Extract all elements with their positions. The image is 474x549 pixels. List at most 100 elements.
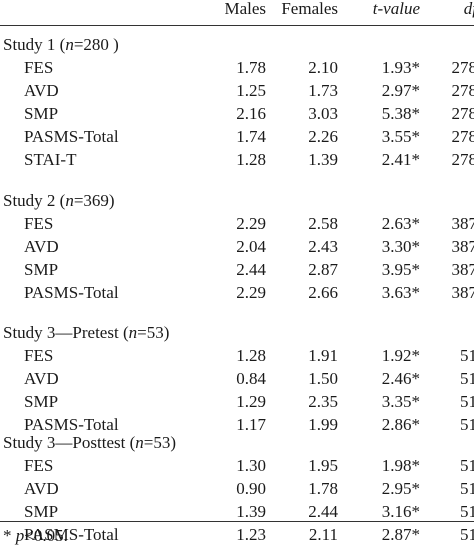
- cell-t-value: 1.92*: [381, 345, 420, 365]
- section-title-prefix: Study 2 (: [3, 191, 66, 210]
- cell-females: 1.50: [308, 368, 338, 388]
- section-title-suffix: =369): [73, 191, 115, 210]
- cell-females: 2.10: [308, 57, 338, 77]
- cell-females: 2.44: [308, 501, 338, 521]
- row-label: FES: [24, 455, 54, 475]
- cell-males: 1.28: [236, 345, 266, 365]
- footnote: * p<0.05.: [3, 526, 68, 546]
- cell-df: 387: [451, 259, 474, 279]
- table-row: AVD 2.04 2.43 3.30* 387: [0, 235, 474, 258]
- table-row: PASMS-Total 1.17 1.99 2.86* 51: [0, 413, 474, 436]
- row-label: PASMS-Total: [24, 524, 119, 544]
- cell-t-value: 3.63*: [381, 282, 420, 302]
- table-row: SMP 2.16 3.03 5.38* 278: [0, 102, 474, 125]
- cell-females: 2.11: [308, 524, 338, 544]
- cell-males: 2.29: [236, 282, 266, 302]
- row-label: AVD: [24, 478, 59, 498]
- section-n-label: n: [128, 323, 138, 342]
- cell-males: 1.74: [236, 126, 266, 146]
- footnote-p: p: [15, 526, 25, 545]
- cell-t-value: 3.95*: [381, 259, 420, 279]
- cell-df: 51: [460, 524, 474, 544]
- cell-df: 51: [460, 391, 474, 411]
- table-row: PASMS-Total 2.29 2.66 3.63* 387: [0, 281, 474, 304]
- footnote-text: <0.05.: [24, 526, 68, 545]
- cell-df: 387: [451, 236, 474, 256]
- cell-df: 278: [451, 149, 474, 169]
- row-label: PASMS-Total: [24, 282, 119, 302]
- section-title-suffix: =53): [143, 433, 176, 452]
- table-row: PASMS-Total 1.23 2.11 2.87* 51: [0, 523, 474, 546]
- row-label: FES: [24, 213, 54, 233]
- row-label: SMP: [24, 391, 59, 411]
- table-row: FES 1.28 1.91 1.92* 51: [0, 344, 474, 367]
- cell-males: 1.28: [236, 149, 266, 169]
- row-label: STAI-T: [24, 149, 77, 169]
- table-row: FES 1.78 2.10 1.93* 278: [0, 56, 474, 79]
- row-label: FES: [24, 345, 54, 365]
- cell-df: 51: [460, 478, 474, 498]
- section-heading: Study 2 (n=369): [0, 189, 474, 212]
- cell-females: 2.26: [308, 126, 338, 146]
- header-t-value: t-value: [372, 0, 420, 18]
- cell-females: 2.35: [308, 391, 338, 411]
- cell-t-value: 2.97*: [381, 80, 420, 100]
- section-title-prefix: Study 3—Pretest (: [3, 323, 129, 342]
- cell-df: 278: [451, 126, 474, 146]
- table-row: AVD 0.90 1.78 2.95* 51: [0, 477, 474, 500]
- header-rule: [0, 25, 474, 26]
- cell-females: 1.99: [308, 414, 338, 434]
- cell-df: 387: [451, 282, 474, 302]
- cell-df: 51: [460, 501, 474, 521]
- table-row: PASMS-Total 1.74 2.26 3.55* 278: [0, 125, 474, 148]
- cell-females: 1.39: [308, 149, 338, 169]
- section-title-suffix: =53): [137, 323, 170, 342]
- cell-t-value: 2.87*: [381, 524, 420, 544]
- section-heading: Study 3—Posttest (n=53): [0, 431, 474, 454]
- cell-females: 3.03: [308, 103, 338, 123]
- cell-df: 278: [451, 57, 474, 77]
- header-males: Males: [224, 0, 266, 18]
- cell-t-value: 2.86*: [381, 414, 420, 434]
- row-label: FES: [24, 57, 54, 77]
- cell-males: 1.25: [236, 80, 266, 100]
- cell-females: 2.87: [308, 259, 338, 279]
- table-row: FES 1.30 1.95 1.98* 51: [0, 454, 474, 477]
- table-row: AVD 1.25 1.73 2.97* 278: [0, 79, 474, 102]
- cell-males: 0.90: [236, 478, 266, 498]
- cell-females: 1.91: [308, 345, 338, 365]
- row-label: SMP: [24, 501, 59, 521]
- cell-t-value: 3.16*: [381, 501, 420, 521]
- cell-df: 278: [451, 80, 474, 100]
- cell-females: 1.78: [308, 478, 338, 498]
- row-label: PASMS-Total: [24, 414, 119, 434]
- cell-males: 2.04: [236, 236, 266, 256]
- footnote-star: *: [3, 526, 12, 545]
- cell-t-value: 5.38*: [381, 103, 420, 123]
- section-title: Study 2 (n=369): [3, 189, 115, 212]
- cell-t-value: 3.55*: [381, 126, 420, 146]
- section-heading: Study 1 (n=280 ): [0, 33, 474, 56]
- cell-df: 51: [460, 345, 474, 365]
- cell-males: 0.84: [236, 368, 266, 388]
- cell-t-value: 2.95*: [381, 478, 420, 498]
- cell-males: 1.30: [236, 455, 266, 475]
- cell-males: 2.29: [236, 213, 266, 233]
- cell-males: 2.44: [236, 259, 266, 279]
- cell-males: 1.17: [236, 414, 266, 434]
- cell-females: 1.73: [308, 80, 338, 100]
- row-label: AVD: [24, 80, 59, 100]
- row-label: SMP: [24, 259, 59, 279]
- row-label: PASMS-Total: [24, 126, 119, 146]
- section-n-label: n: [65, 35, 74, 54]
- table-row: SMP 1.29 2.35 3.35* 51: [0, 390, 474, 413]
- section-title: Study 3—Posttest (n=53): [3, 431, 176, 454]
- cell-t-value: 2.63*: [381, 213, 420, 233]
- cell-t-value: 1.93*: [381, 57, 420, 77]
- table-row: FES 2.29 2.58 2.63* 387: [0, 212, 474, 235]
- cell-df: 51: [460, 455, 474, 475]
- row-label: AVD: [24, 236, 59, 256]
- section-title: Study 1 (n=280 ): [3, 33, 119, 56]
- section-title-prefix: Study 1 (: [3, 35, 66, 54]
- cell-t-value: 2.46*: [381, 368, 420, 388]
